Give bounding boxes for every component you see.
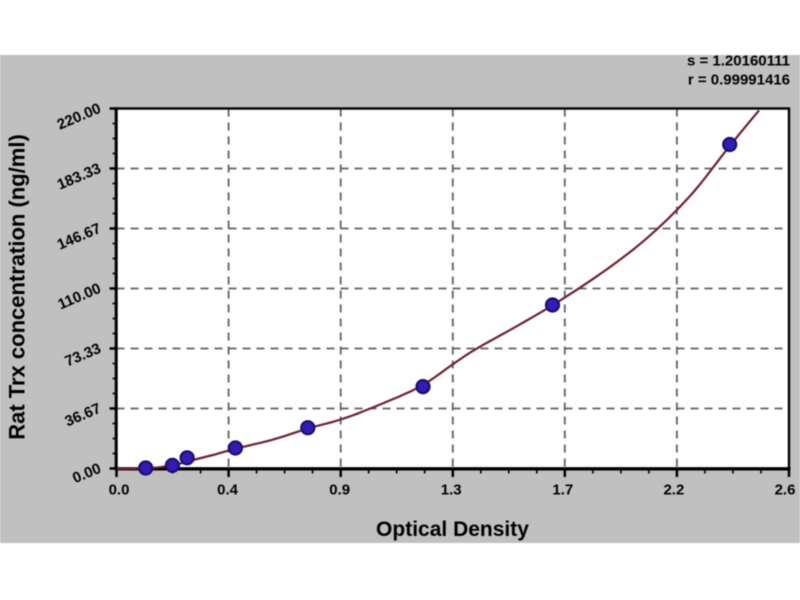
svg-text:s = 1.20160111: s = 1.20160111 [687,53,790,70]
svg-text:r = 0.99991416: r = 0.99991416 [688,72,790,89]
svg-text:Optical Density: Optical Density [376,518,529,541]
svg-text:0.4: 0.4 [217,482,239,499]
svg-text:1.7: 1.7 [552,482,573,499]
svg-text:1.3: 1.3 [441,482,462,499]
svg-text:0.0: 0.0 [109,482,130,499]
svg-text:2.6: 2.6 [775,482,796,499]
svg-text:0.9: 0.9 [329,482,350,499]
svg-text:2.2: 2.2 [663,482,684,499]
svg-text:Rat Trx concentration (ng/ml): Rat Trx concentration (ng/ml) [5,134,30,440]
